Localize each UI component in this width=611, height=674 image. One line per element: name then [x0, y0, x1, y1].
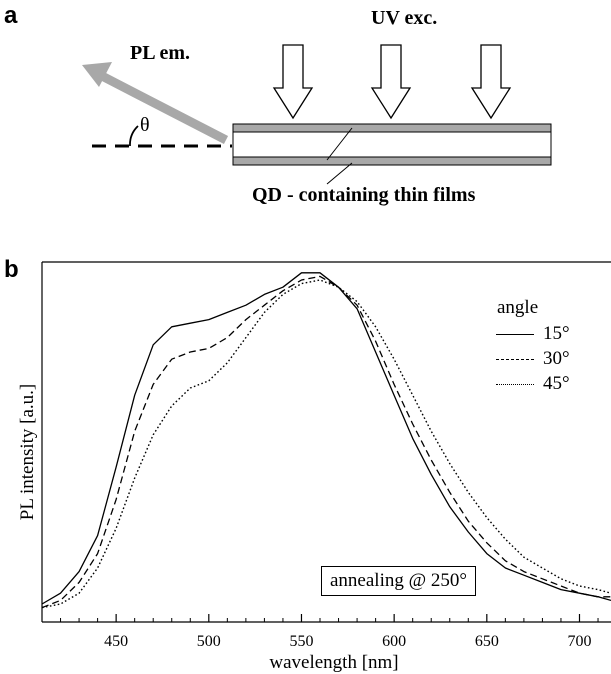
pl-emission-arrow-shaft	[99, 72, 229, 144]
x-tick-label: 600	[382, 633, 406, 650]
legend-label: 45°	[543, 373, 570, 394]
pl-emission-arrow-head	[82, 62, 112, 87]
theta-arc	[129, 125, 139, 147]
series-line-dashed	[41, 275, 611, 609]
pl-emission-label: PL em.	[130, 42, 190, 64]
x-tick-label: 500	[197, 633, 221, 650]
film-leader-line-1	[326, 127, 353, 161]
legend-line-dashed	[496, 359, 534, 360]
legend-line-solid	[496, 334, 534, 335]
legend-entry-45: 45°	[496, 373, 606, 395]
series-lines	[41, 272, 611, 609]
annealing-annotation: annealing @ 250°	[321, 566, 476, 596]
x-minor-ticks	[41, 618, 599, 622]
legend-entry-15: 15°	[496, 323, 606, 345]
uv-arrow-2	[370, 44, 412, 120]
film-leader-line-2	[326, 162, 353, 185]
uv-arrow-3	[470, 44, 512, 120]
series-line-dotted	[41, 279, 611, 609]
thin-film-label: QD - containing thin films	[252, 184, 476, 206]
panel-a-label: a	[4, 2, 18, 29]
x-tick-label: 550	[289, 633, 313, 650]
uv-excitation-label: UV exc.	[371, 7, 438, 29]
series-line-solid	[41, 272, 611, 605]
legend-label: 15°	[543, 323, 570, 344]
theta-label: θ	[140, 114, 150, 136]
substrate	[232, 131, 552, 158]
film-layer-top	[232, 123, 552, 133]
x-tick-label: 650	[475, 633, 499, 650]
legend-line-dotted	[496, 384, 534, 385]
legend-label: 30°	[543, 348, 570, 369]
x-tick-label: 450	[104, 633, 128, 650]
legend-entry-30: 30°	[496, 348, 606, 370]
x-tick-label: 700	[567, 633, 591, 650]
film-layer-bottom	[232, 156, 552, 166]
schematic-diagram	[82, 44, 552, 185]
panel-b-label: b	[4, 256, 19, 283]
y-axis-label: PL intensity [a.u.]	[17, 383, 38, 521]
plot-frame	[41, 261, 611, 623]
x-axis-label: wavelength [nm]	[269, 652, 399, 673]
x-axis-ticks: 450 500 550 600 650 700	[104, 614, 591, 650]
uv-arrow-1	[272, 44, 314, 120]
legend-title: angle	[497, 297, 539, 318]
